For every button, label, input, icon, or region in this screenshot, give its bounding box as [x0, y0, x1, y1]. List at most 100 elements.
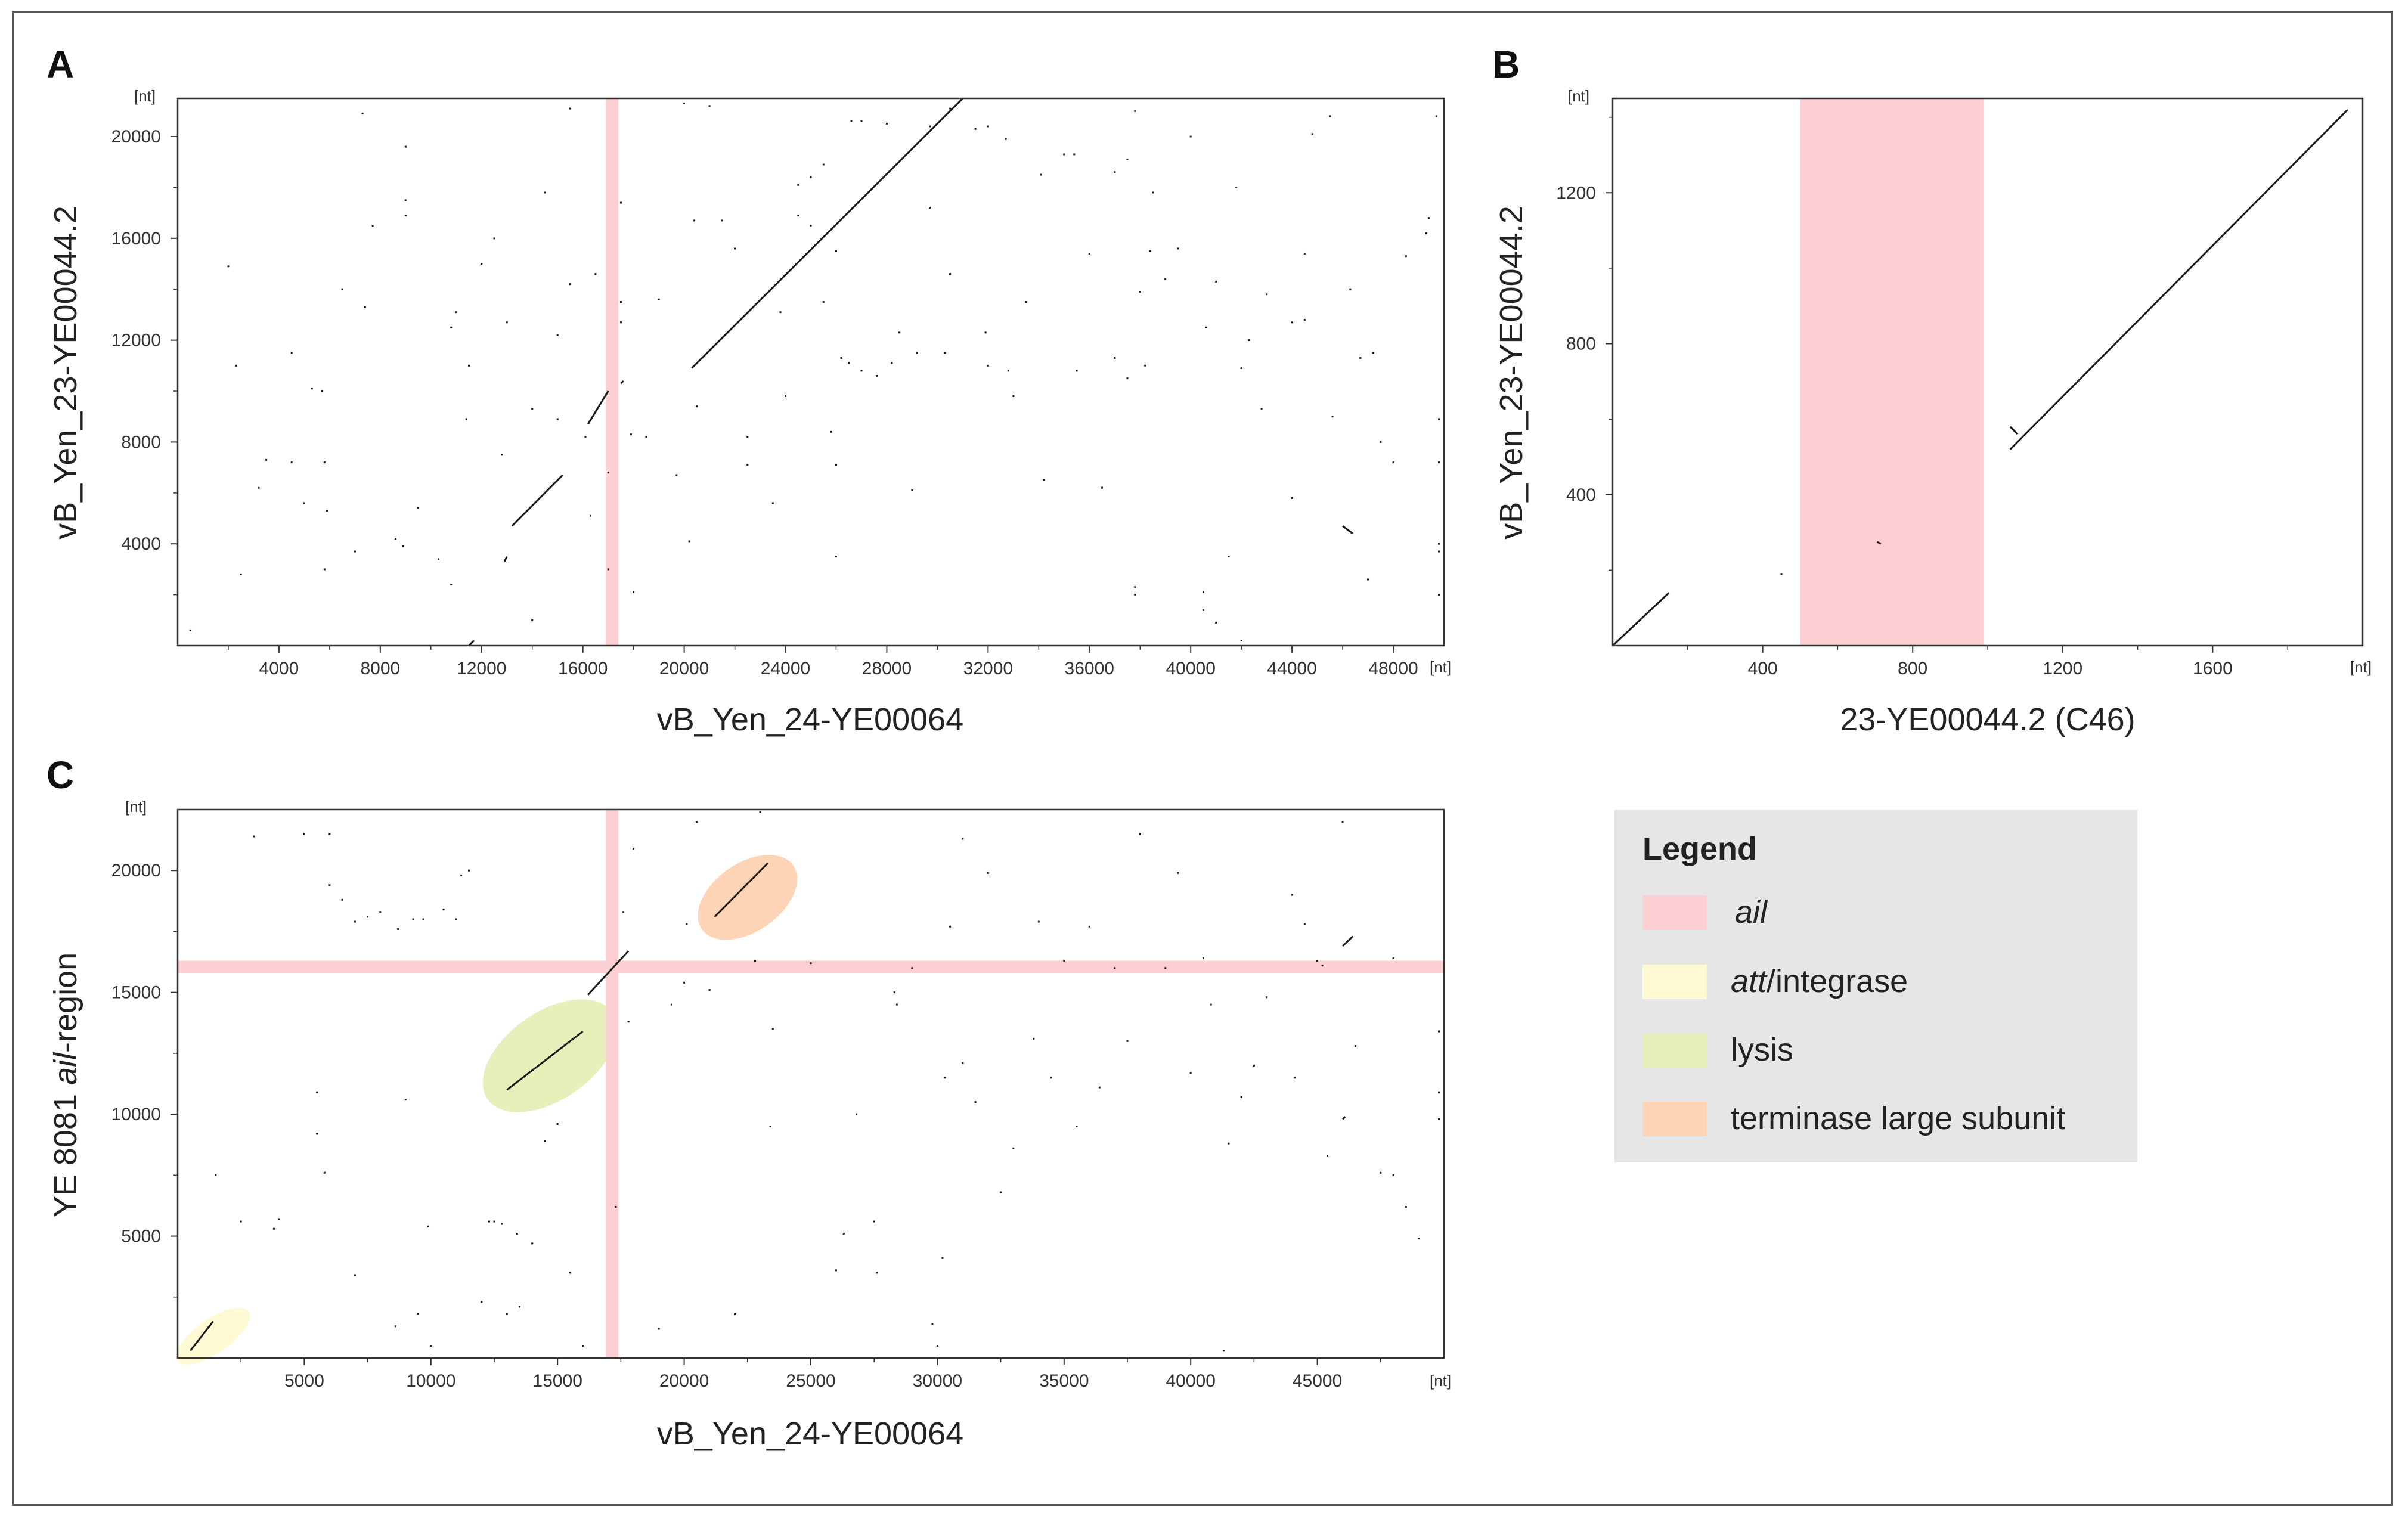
plot-c-match-dot: [1392, 1174, 1394, 1176]
plot-c-match-dot: [962, 838, 964, 840]
plot-a-match-dot: [481, 263, 483, 265]
plot-c-y-tick-label: 10000: [111, 1105, 161, 1124]
plot-c-match-dot: [1240, 1096, 1242, 1098]
plot-c-match-dot: [686, 923, 688, 925]
plot-a-match-dot: [589, 514, 591, 517]
plot-a-y-tick-label: 16000: [111, 229, 161, 249]
plot-a-match-line: [511, 474, 563, 527]
plot-a-match-dot: [1240, 367, 1242, 370]
plot-c-match-dot: [1098, 1086, 1101, 1089]
legend-swatch-ail: [1642, 895, 1707, 930]
plot-c-match-dot: [316, 1133, 318, 1135]
plot-a-match-dot: [875, 374, 878, 377]
plot-c-match-dot: [303, 833, 305, 835]
plot-c-match-dot: [734, 1313, 736, 1315]
plot-a-match-dot: [630, 433, 632, 436]
plot-a-match-dot: [1043, 479, 1045, 481]
plot-c-match-dot: [1210, 1003, 1212, 1006]
legend-label-lysis: lysis: [1731, 1032, 1793, 1068]
plot-a-y-title: vB_Yen_23-YE00044.2: [48, 206, 83, 540]
plot-a-match-dot: [898, 331, 901, 334]
plot-a-match-dot: [1139, 291, 1141, 293]
plot-a-match-dot: [531, 619, 534, 621]
plot-b-match-line: [1611, 592, 1670, 647]
plot-a-match-dot: [929, 125, 931, 128]
plot-c-match-dot: [974, 1101, 977, 1103]
plot-c-match-dot: [412, 918, 414, 920]
plot-c-match-dot: [895, 1003, 898, 1006]
plot-a-match-dot: [633, 591, 635, 593]
plot-a-match-dot: [645, 436, 647, 438]
plot-c-match-dot: [658, 1328, 660, 1330]
plot-a-match-dot: [929, 207, 931, 209]
plot-c-match-dot: [1303, 923, 1306, 925]
plot-c-match-dot: [582, 1345, 584, 1347]
plot-a-match-dot: [417, 507, 420, 509]
plot-c-match-dot: [855, 1113, 857, 1115]
plot-a-match-dot: [779, 311, 782, 314]
plot-a-match-dot: [1372, 352, 1374, 354]
plot-c-match-dot: [328, 884, 331, 886]
plot-a-match-dot: [885, 123, 888, 125]
plot-a-match-dot: [734, 247, 736, 250]
plot-a-match-dot: [1189, 135, 1192, 138]
plot-c-match-dot: [1126, 1040, 1129, 1042]
plot-a-match-dot: [1144, 364, 1146, 367]
plot-c-highlight-terminase: [698, 854, 798, 940]
plot-a-match-dot: [321, 390, 323, 392]
plot-a-match-dot: [860, 370, 863, 372]
plot-c-match-dot: [949, 925, 952, 928]
plot-a-match-dot: [1076, 370, 1078, 372]
plot-c-match-dot: [455, 918, 457, 920]
plot-a-match-dot: [1126, 377, 1129, 380]
plot-a-match-dot: [404, 214, 407, 216]
plot-a-x-tick-label: 12000: [457, 659, 506, 678]
plot-a-match-dot: [1134, 110, 1136, 112]
plot-a-match-dot: [1025, 301, 1027, 303]
plot-c-match-dot: [1293, 1077, 1296, 1079]
plot-a-match-dot: [361, 113, 364, 115]
plot-a-match-dot: [835, 556, 837, 558]
plot-a-match-dot: [1005, 138, 1007, 140]
plot-a-match-dot: [227, 265, 230, 268]
plot-c-match-dot: [1341, 820, 1344, 823]
plot-c-match-dot: [835, 1269, 837, 1272]
legend: Legend ail att/integrase lysis terminase…: [1614, 810, 2137, 1162]
plot-a-match-dot: [860, 120, 863, 122]
plot-c-match-dot: [683, 981, 686, 984]
legend-label-ail: ail: [1735, 894, 1768, 930]
plot-c-match-dot: [272, 1227, 275, 1230]
plot-c-match-dot: [1291, 894, 1293, 896]
plot-a-match-dot: [848, 362, 850, 364]
plot-b-region-ail-vertical: [1800, 98, 1984, 646]
plot-c-match-dot: [442, 909, 445, 911]
plot-c-match-line: [506, 1030, 584, 1091]
legend-label-att-italic: att: [1731, 963, 1768, 999]
plot-a-match-dot: [1331, 416, 1334, 418]
plot-c-match-dot: [516, 1232, 518, 1235]
plot-a-match-dot: [1291, 497, 1293, 499]
plot-c-match-dot: [1063, 960, 1065, 962]
plot-a-match-dot: [1248, 339, 1250, 342]
plot-c-match-dot: [422, 918, 424, 920]
plot-c-match-dot: [341, 898, 343, 901]
plot-c-match-dot: [1438, 1118, 1440, 1120]
plot-a-match-dot: [987, 125, 989, 128]
plot-a-x-tick-label: 28000: [862, 659, 912, 678]
plot-a-match-dot: [404, 145, 407, 148]
plot-c-match-dot: [1380, 1171, 1382, 1174]
plot-c-x-tick-label: 10000: [406, 1371, 455, 1391]
plot-c-match-dot: [1253, 1064, 1255, 1067]
plot-c-match-dot: [987, 872, 989, 874]
plot-a-match-dot: [1311, 133, 1313, 135]
plot-c-match-dot: [1392, 957, 1394, 959]
plot-a-match-dot: [468, 364, 470, 367]
plot-c-match-dot: [1114, 967, 1116, 969]
plot-b-x-tick-label: 1200: [2043, 659, 2082, 678]
plot-a-match-dot: [1007, 370, 1009, 372]
plot-c-match-dot: [769, 1126, 771, 1128]
plot-a-match-dot: [364, 306, 366, 308]
plot-c-match-dot: [544, 1140, 546, 1142]
plot-b-x-tick-label: 1600: [2193, 659, 2233, 678]
plot-c-y-tick-label: 20000: [111, 861, 161, 881]
